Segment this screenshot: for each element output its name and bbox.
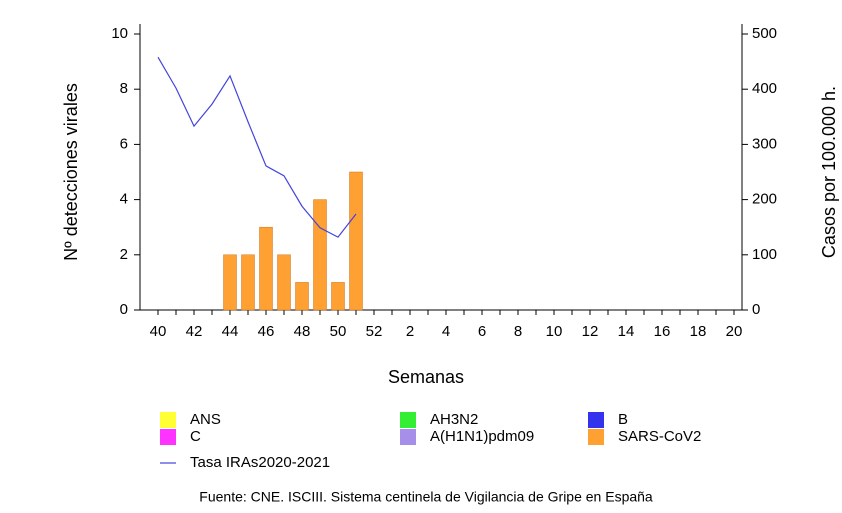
legend-swatch [588, 412, 604, 428]
bar [313, 199, 327, 311]
y-tick-label: 10 [111, 25, 128, 42]
y2-tick-label: 500 [752, 25, 777, 42]
legend-swatch [400, 412, 416, 428]
bar [277, 254, 291, 311]
legend-label: SARS-CoV2 [618, 428, 701, 445]
x-tick-label: 18 [690, 323, 707, 340]
legend-label: AH3N2 [430, 411, 478, 428]
y2-tick-label: 200 [752, 191, 777, 208]
x-tick-label: 52 [366, 323, 383, 340]
x-tick-label: 2 [406, 323, 414, 340]
bar [223, 254, 237, 311]
y-tick-label: 6 [120, 135, 128, 152]
legend-label: C [190, 428, 201, 445]
y2-tick-label: 300 [752, 135, 777, 152]
x-tick-label: 48 [294, 323, 311, 340]
x-tick-label: 12 [582, 323, 599, 340]
y2-tick-label: 0 [752, 301, 760, 318]
x-tick-label: 20 [726, 323, 743, 340]
legend-label: ANS [190, 411, 221, 428]
x-tick-label: 8 [514, 323, 522, 340]
x-tick-label: 6 [478, 323, 486, 340]
y2-axis-label: Casos por 100.000 h. [819, 86, 839, 258]
legend-swatch [160, 429, 176, 445]
legend-label: Tasa IRAs2020-2021 [190, 454, 330, 471]
bar [241, 254, 255, 311]
line [157, 56, 357, 238]
x-tick-label: 4 [442, 323, 450, 340]
legend-label: B [618, 411, 628, 428]
x-axis-label: Semanas [388, 367, 464, 387]
bar [331, 282, 345, 311]
legend-swatch [160, 412, 176, 428]
bar [349, 171, 363, 311]
y-tick-label: 0 [120, 301, 128, 318]
y-tick-label: 8 [120, 80, 128, 97]
bar [259, 226, 273, 311]
x-tick-label: 44 [222, 323, 239, 340]
x-tick-label: 46 [258, 323, 275, 340]
x-tick-label: 16 [654, 323, 671, 340]
y-axis-label: Nº detecciones virales [61, 83, 81, 261]
x-tick-label: 50 [330, 323, 347, 340]
x-tick-label: 14 [618, 323, 635, 340]
source-note: Fuente: CNE. ISCIII. Sistema centinela d… [199, 489, 653, 505]
y-tick-label: 2 [120, 246, 128, 263]
y2-tick-label: 400 [752, 80, 777, 97]
x-tick-label: 40 [150, 323, 167, 340]
x-tick-label: 42 [186, 323, 203, 340]
legend-swatch [588, 429, 604, 445]
legend-swatch [400, 429, 416, 445]
legend-label: A(H1N1)pdm09 [430, 428, 534, 445]
bar [295, 282, 309, 311]
x-tick-label: 10 [546, 323, 563, 340]
y-tick-label: 4 [120, 191, 128, 208]
y2-tick-label: 100 [752, 246, 777, 263]
